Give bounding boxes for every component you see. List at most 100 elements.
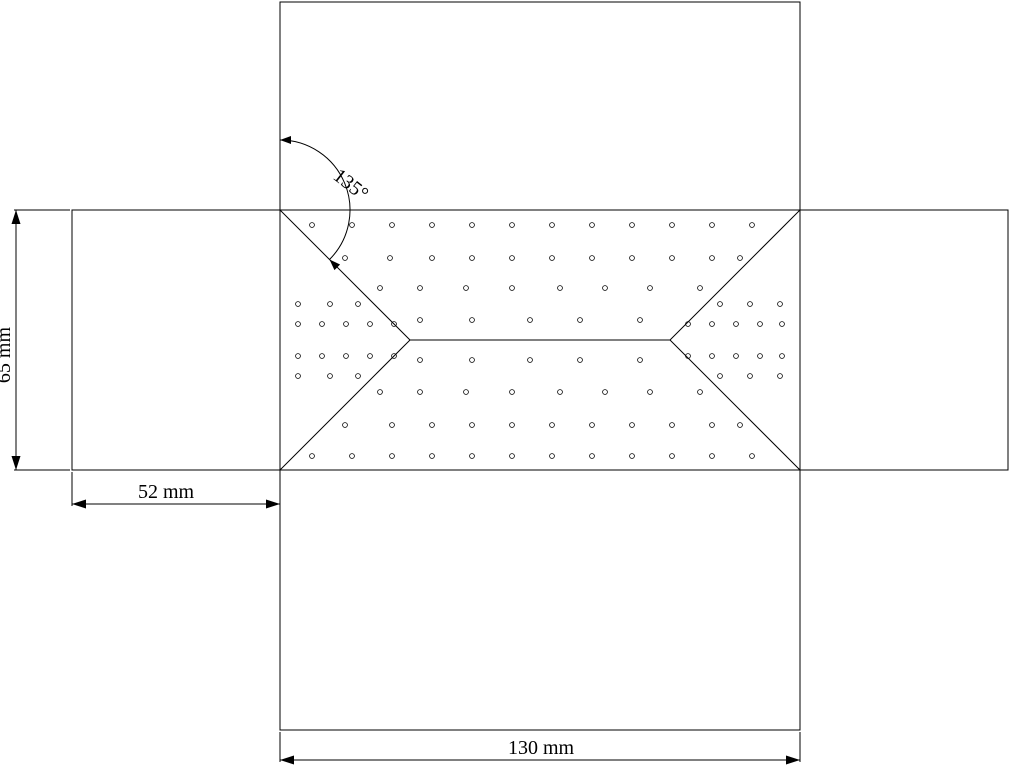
perforation-hole — [470, 454, 475, 459]
perforation-hole — [510, 286, 515, 291]
perforation-hole — [430, 423, 435, 428]
perforation-hole — [418, 358, 423, 363]
perforation-hole — [378, 390, 383, 395]
hip-line — [670, 210, 800, 340]
perforation-hole — [710, 223, 715, 228]
panel-outline — [280, 470, 800, 730]
dimension-arrowhead — [12, 456, 21, 470]
perforation-hole — [368, 322, 373, 327]
perforation-hole — [328, 302, 333, 307]
perforation-hole — [738, 256, 743, 261]
perforation-hole — [590, 256, 595, 261]
perforation-hole — [718, 374, 723, 379]
perforation-hole — [350, 223, 355, 228]
perforation-hole — [378, 286, 383, 291]
perforation-hole — [296, 322, 301, 327]
perforation-hole — [778, 302, 783, 307]
perforation-hole — [343, 256, 348, 261]
panel-outline — [72, 210, 280, 470]
perforation-hole — [630, 223, 635, 228]
perforation-hole — [320, 354, 325, 359]
perforation-hole — [758, 354, 763, 359]
panel-outline — [800, 210, 1008, 470]
perforation-hole — [343, 423, 348, 428]
perforation-hole — [470, 318, 475, 323]
perforation-hole — [718, 302, 723, 307]
dimension-arrowhead — [72, 500, 86, 509]
perforation-hole — [350, 454, 355, 459]
perforation-hole — [670, 256, 675, 261]
perforation-hole — [430, 454, 435, 459]
perforation-hole — [510, 256, 515, 261]
perforation-hole — [430, 256, 435, 261]
perforation-hole — [550, 256, 555, 261]
perforation-hole — [470, 423, 475, 428]
perforation-hole — [738, 423, 743, 428]
perforation-hole — [356, 302, 361, 307]
perforation-hole — [296, 354, 301, 359]
dimension-arrowhead — [280, 756, 294, 765]
dimension-arrowhead — [266, 500, 280, 509]
dimension-arrowhead — [786, 756, 800, 765]
perforation-hole — [418, 390, 423, 395]
hip-line — [280, 340, 410, 470]
perforation-hole — [310, 454, 315, 459]
perforation-hole — [390, 223, 395, 228]
angle-label: 135° — [329, 165, 372, 206]
perforation-hole — [638, 318, 643, 323]
perforation-hole — [368, 354, 373, 359]
perforation-hole — [296, 302, 301, 307]
arrowhead — [280, 136, 291, 144]
perforation-hole — [748, 302, 753, 307]
perforation-hole — [590, 454, 595, 459]
hip-line — [280, 210, 410, 340]
perforation-hole — [710, 423, 715, 428]
perforation-hole — [630, 454, 635, 459]
perforation-hole — [758, 322, 763, 327]
perforation-hole — [418, 318, 423, 323]
dimension-label: 130 mm — [508, 737, 575, 759]
perforation-hole — [734, 322, 739, 327]
perforation-hole — [510, 390, 515, 395]
perforation-hole — [780, 354, 785, 359]
perforation-hole — [418, 286, 423, 291]
dimension-label: 65 mm — [0, 327, 15, 384]
perforation-hole — [528, 318, 533, 323]
perforation-hole — [550, 223, 555, 228]
perforation-hole — [328, 374, 333, 379]
hip-line — [670, 340, 800, 470]
perforation-hole — [603, 390, 608, 395]
perforation-hole — [603, 286, 608, 291]
perforation-hole — [550, 423, 555, 428]
perforation-hole — [390, 423, 395, 428]
perforation-hole — [648, 390, 653, 395]
perforation-hole — [510, 454, 515, 459]
perforation-hole — [778, 374, 783, 379]
perforation-hole — [296, 374, 301, 379]
perforation-hole — [470, 223, 475, 228]
perforation-hole — [558, 390, 563, 395]
perforation-hole — [510, 423, 515, 428]
perforation-hole — [528, 358, 533, 363]
perforation-hole — [670, 223, 675, 228]
perforation-hole — [670, 454, 675, 459]
perforation-hole — [356, 374, 361, 379]
perforation-hole — [510, 223, 515, 228]
perforation-hole — [430, 223, 435, 228]
perforation-hole — [344, 322, 349, 327]
angle-arc — [280, 140, 350, 260]
perforation-hole — [670, 423, 675, 428]
perforation-hole — [550, 454, 555, 459]
perforation-hole — [470, 256, 475, 261]
perforation-hole — [320, 322, 325, 327]
perforation-hole — [780, 322, 785, 327]
perforation-hole — [750, 223, 755, 228]
perforation-hole — [698, 286, 703, 291]
perforation-hole — [630, 423, 635, 428]
perforation-hole — [470, 358, 475, 363]
perforation-hole — [648, 286, 653, 291]
perforation-hole — [750, 454, 755, 459]
perforation-hole — [390, 454, 395, 459]
perforation-hole — [638, 358, 643, 363]
perforation-hole — [388, 256, 393, 261]
